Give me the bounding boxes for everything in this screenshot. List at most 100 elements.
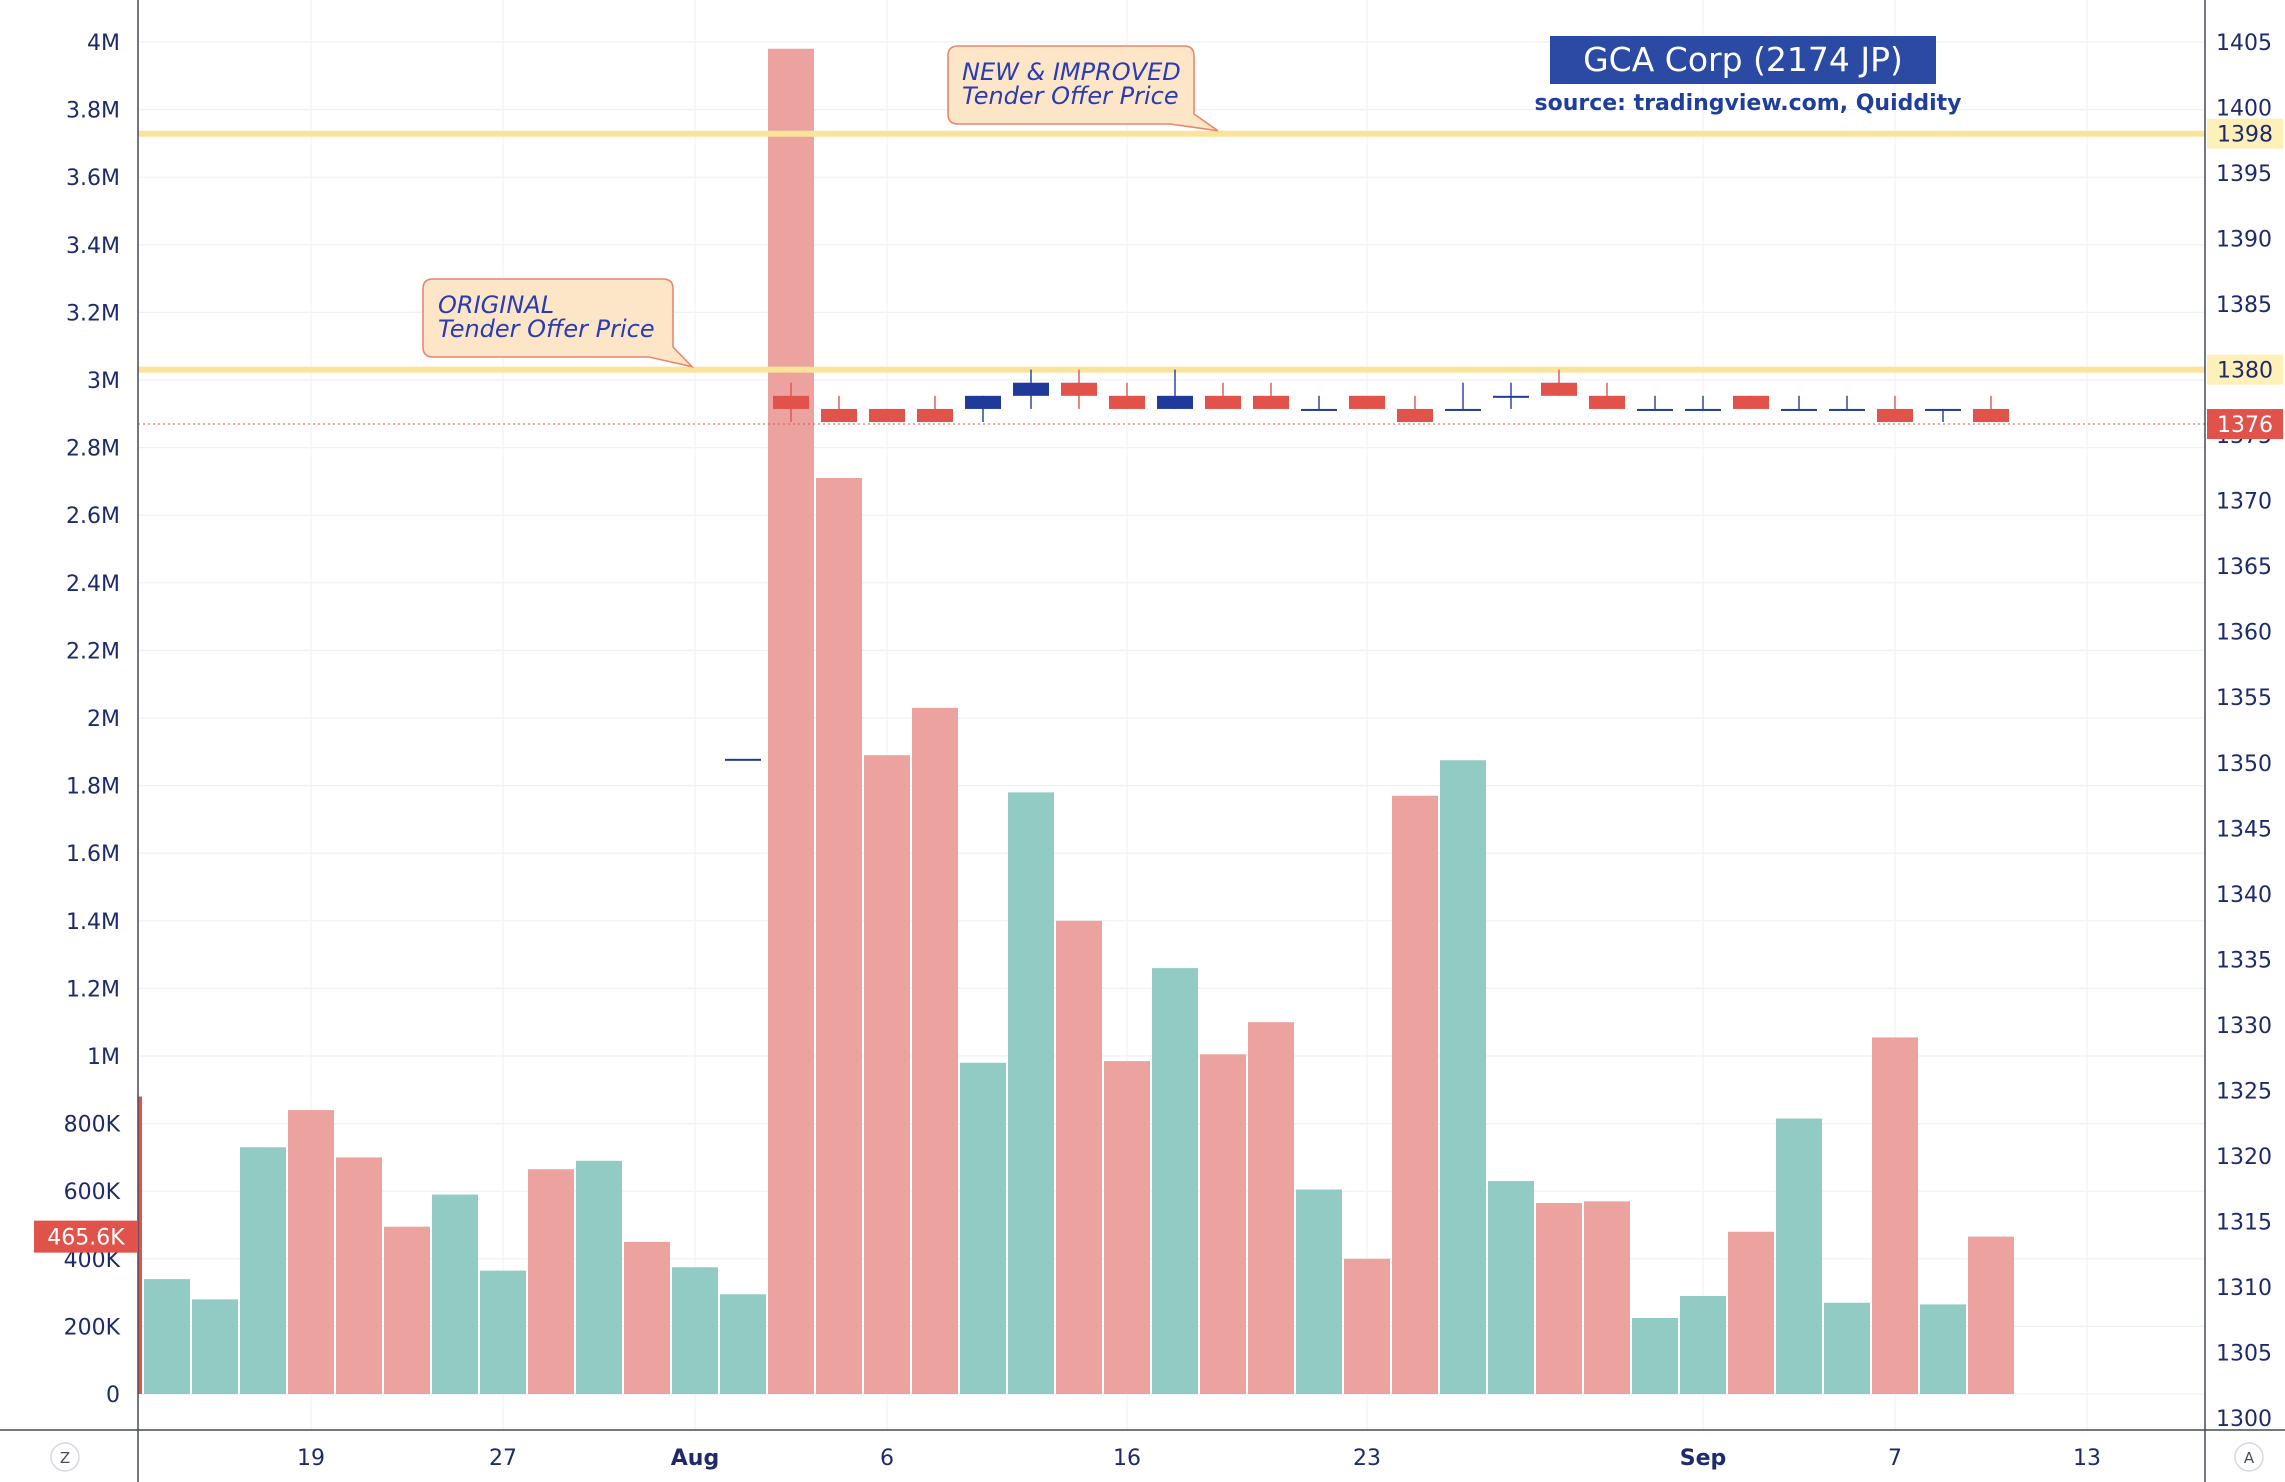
candle-body: [1013, 382, 1049, 396]
corner-buttons: Z A: [50, 1442, 2264, 1472]
candle: [1781, 395, 1817, 411]
candle: [1397, 395, 1433, 423]
candle: [821, 395, 857, 423]
volume-bar: [528, 1169, 574, 1394]
candle-body: [1061, 382, 1097, 396]
left-axis-ticks: 0200K400K600K800K1M1.2M1.4M1.6M1.8M2M2.2…: [64, 31, 121, 1408]
volume-bar: [288, 1110, 334, 1394]
volume-bar: [1632, 1317, 1678, 1394]
right-tick-label: 1330: [2216, 1014, 2272, 1039]
right-tick-label: 1300: [2216, 1407, 2272, 1432]
price-badge-label: 1380: [2217, 359, 2273, 384]
left-tick-label: 3.2M: [66, 301, 120, 326]
right-tick-label: 1315: [2216, 1210, 2272, 1235]
volume-bar: [1056, 920, 1102, 1394]
right-tick-label: 1385: [2216, 293, 2272, 318]
candle: [1541, 369, 1577, 396]
right-tick-label: 1405: [2216, 31, 2272, 56]
price-badge-bg: [2207, 118, 2283, 149]
time-tick-label: 27: [489, 1446, 517, 1471]
volume-bar: [1920, 1304, 1966, 1394]
right-tick-label: 1400: [2216, 97, 2272, 122]
candle-body: [1541, 382, 1577, 396]
chart-source: source: tradingview.com, Quiddity: [1534, 91, 1961, 116]
candle: [725, 758, 761, 761]
timezone-button[interactable]: [50, 1442, 80, 1472]
candle: [1637, 395, 1673, 411]
volume-bar: [1872, 1037, 1918, 1394]
volume-bar: [384, 1226, 430, 1394]
candle: [1685, 395, 1721, 411]
candle-body: [1301, 408, 1337, 411]
last-price-badge-bg: [2207, 409, 2283, 440]
candle: [1157, 369, 1193, 409]
volume-bars: [138, 48, 2014, 1394]
candle: [1733, 395, 1769, 409]
right-tick-label: 1370: [2216, 490, 2272, 515]
candle: [1877, 395, 1913, 423]
candle-body: [1733, 395, 1769, 409]
candle-body: [1445, 408, 1481, 411]
volume-bar: [1152, 968, 1198, 1394]
right-tick-label: 1320: [2216, 1145, 2272, 1170]
time-tick-label: 7: [1888, 1446, 1902, 1471]
volume-bar: [1728, 1231, 1774, 1394]
left-tick-label: 1.2M: [66, 977, 120, 1002]
right-tick-label: 1395: [2216, 162, 2272, 187]
volume-bar: [1440, 760, 1486, 1394]
left-tick-label: 2.2M: [66, 639, 120, 664]
callout-line-2: Tender Offer Price: [962, 82, 1179, 110]
volume-bar: [864, 755, 910, 1394]
last-price-badge-label: 1376: [2217, 413, 2273, 438]
title-background: [1550, 36, 1936, 84]
right-tick-label: 1345: [2216, 817, 2272, 842]
left-tick-label: 0: [106, 1383, 120, 1408]
volume-bar: [1536, 1203, 1582, 1394]
candle-body: [1829, 408, 1865, 411]
volume-bar: [1968, 1236, 2014, 1394]
right-tick-label: 1365: [2216, 555, 2272, 580]
candle-body: [869, 408, 905, 423]
candle-body: [821, 408, 857, 423]
candle: [1061, 369, 1097, 409]
time-tick-label: 19: [297, 1446, 325, 1471]
volume-bar: [192, 1299, 238, 1394]
auto-scale-button-label: A: [2244, 1449, 2255, 1467]
auto-scale-button[interactable]: [2234, 1442, 2264, 1472]
reference-lines: [138, 130, 2205, 425]
volume-bar: [1776, 1118, 1822, 1394]
left-tick-label: 4M: [87, 31, 120, 56]
timezone-button-label: Z: [60, 1449, 70, 1467]
candle: [1205, 382, 1241, 409]
volume-bar: [912, 707, 958, 1394]
volume-bar: [816, 478, 862, 1394]
candle: [965, 395, 1001, 423]
candle: [1493, 382, 1529, 409]
time-axis-ticks: 19 27 Aug 6 16 23 Sep 7 13: [297, 1446, 2101, 1471]
volume-bar: [480, 1270, 526, 1394]
candle-body: [917, 408, 953, 423]
candle: [917, 395, 953, 423]
title-block: GCA Corp (2174 JP) source: tradingview.c…: [1534, 36, 1962, 116]
candle: [1445, 382, 1481, 411]
price-badge-bg: [2207, 354, 2283, 385]
candle: [773, 382, 809, 423]
volume-bar: [1392, 795, 1438, 1394]
volume-bar: [1680, 1295, 1726, 1394]
left-tick-label: 3M: [87, 369, 120, 394]
last-volume-badge-label: 465.6K: [47, 1226, 125, 1251]
candle-body: [1493, 395, 1529, 398]
time-tick-label: Aug: [671, 1446, 719, 1471]
right-tick-label: 1350: [2216, 752, 2272, 777]
left-tick-label: 1.8M: [66, 775, 120, 800]
left-tick-label: 2.4M: [66, 572, 120, 597]
candle-body: [1253, 395, 1289, 409]
volume-bar: [1248, 1022, 1294, 1394]
candle-body: [1685, 408, 1721, 411]
candle-body: [1877, 408, 1913, 423]
right-tick-label: 1335: [2216, 948, 2272, 973]
left-tick-label: 200K: [64, 1315, 121, 1340]
volume-bar: [1104, 1061, 1150, 1394]
